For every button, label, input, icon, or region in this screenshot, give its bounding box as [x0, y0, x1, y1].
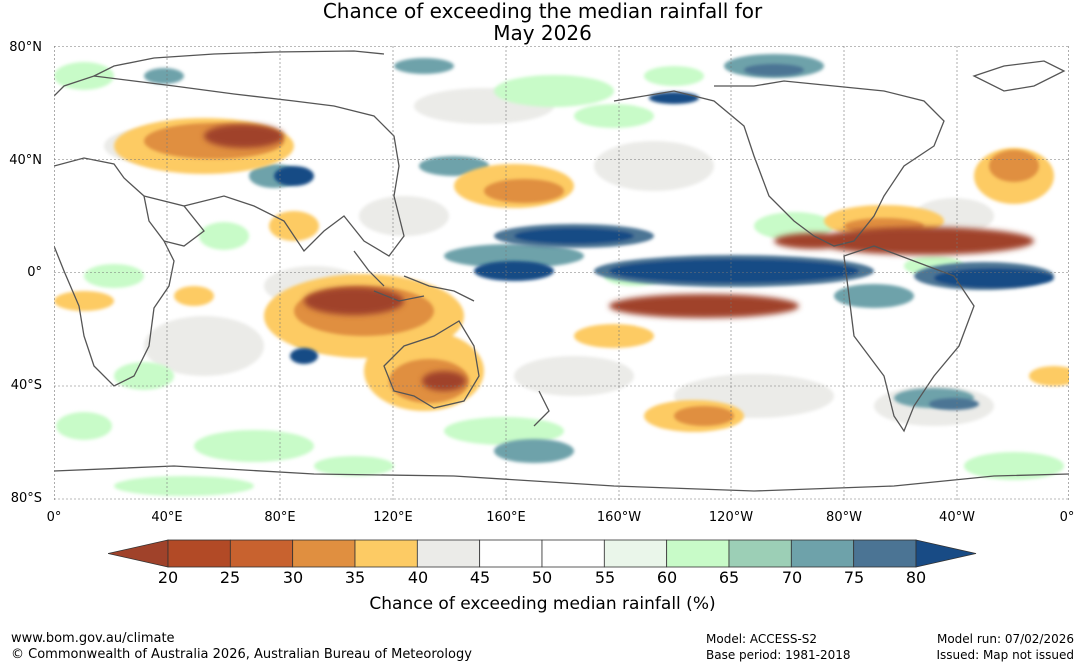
colorbar-segment — [354, 539, 418, 568]
colorbar-tick: 30 — [282, 568, 304, 587]
colorbar-label: Chance of exceeding median rainfall (%) — [369, 594, 716, 614]
lon-label-0-east: 0° — [1059, 510, 1075, 525]
copyright-text: © Commonwealth of Australia 2026, Austra… — [11, 647, 472, 662]
colorbar-segment — [292, 539, 356, 568]
colorbar-segment — [479, 539, 543, 568]
neutral-patches — [104, 88, 994, 426]
colorbar-tick: 40 — [407, 568, 429, 587]
colorbar-extend-high — [915, 539, 977, 568]
colorbar-tick: 50 — [531, 568, 553, 587]
colorbar-tick: 65 — [718, 568, 740, 587]
map-title-line-2: May 2026 — [493, 21, 592, 45]
lat-label-40n: 40°N — [9, 153, 42, 168]
colorbar-segment — [666, 539, 730, 568]
lon-label-160e: 160°E — [486, 510, 526, 525]
rainfall-outlook-map — [54, 46, 1069, 501]
lat-label-80n: 80°N — [9, 40, 42, 55]
colorbar-segment — [790, 539, 855, 568]
colorbar-tick: 70 — [781, 568, 803, 587]
graticule — [54, 46, 1069, 501]
issued-text: Issued: Map not issued — [936, 648, 1074, 662]
colorbar-segment — [229, 539, 294, 568]
wet-core-patches — [274, 64, 1054, 410]
colorbar-extend-low — [108, 539, 169, 568]
lat-label-40s: 40°S — [10, 378, 42, 393]
colorbar-tick: 60 — [656, 568, 678, 587]
lon-label-40w: 40°W — [939, 510, 975, 525]
lon-label-160w: 160°W — [596, 510, 642, 525]
lat-label-80s: 80°S — [10, 491, 42, 506]
colorbar — [108, 539, 977, 568]
colorbar-tick: 45 — [469, 568, 491, 587]
lat-label-0: 0° — [27, 265, 42, 280]
colorbar-tick: 75 — [843, 568, 865, 587]
colorbar-segment — [603, 539, 668, 568]
website-link[interactable]: www.bom.gov.au/climate — [11, 631, 175, 646]
lon-label-0: 0° — [46, 510, 62, 525]
model-text: Model: ACCESS-S2 — [706, 632, 818, 646]
colorbar-segment — [541, 539, 605, 568]
lon-label-80w: 80°W — [826, 510, 862, 525]
model-run-text: Model run: 07/02/2026 — [936, 632, 1074, 646]
lon-label-80e: 80°E — [264, 510, 296, 525]
colorbar-segment — [728, 539, 792, 568]
colorbar-tick: 20 — [157, 568, 179, 587]
colorbar-segment — [853, 539, 917, 568]
colorbar-tick: 80 — [905, 568, 927, 587]
base-period-text: Base period: 1981-2018 — [706, 648, 851, 662]
colorbar-tick: 55 — [594, 568, 616, 587]
lon-label-120w: 120°W — [708, 510, 754, 525]
coastlines — [54, 50, 1069, 492]
dry-core-patches — [204, 124, 1034, 391]
colorbar-tick: 35 — [344, 568, 366, 587]
colorbar-segment — [167, 539, 231, 568]
lon-label-40e: 40°E — [151, 510, 183, 525]
map-title-line-1: Chance of exceeding the median rainfall … — [322, 0, 763, 23]
lon-label-120e: 120°E — [373, 510, 413, 525]
colorbar-tick: 25 — [219, 568, 241, 587]
colorbar-segment — [416, 539, 481, 568]
